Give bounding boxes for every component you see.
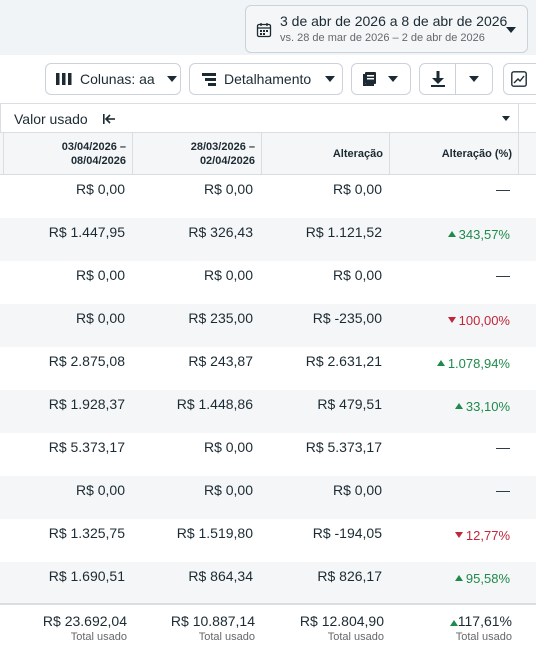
totals-row: R$ 23.692,04 Total usado R$ 10.887,14 To…: [0, 603, 536, 667]
cell-previous: R$ 0,00: [203, 181, 253, 197]
toolbar: Colunas: aa Detalhamento: [0, 55, 536, 103]
chevron-down-icon[interactable]: [502, 116, 510, 121]
cell-change-pct: —: [496, 267, 510, 283]
cell-current: R$ 0,00: [75, 310, 125, 326]
breakdown-icon: [202, 72, 216, 86]
column-header-change-pct[interactable]: Alteração (%): [389, 133, 518, 175]
cell-change: R$ 2.631,21: [305, 353, 382, 369]
columns-button[interactable]: Colunas: aa: [45, 63, 181, 95]
chevron-down-icon: [388, 76, 398, 82]
cell-change-pct: 100,00%: [447, 310, 510, 328]
cell-previous: R$ 1.519,80: [176, 525, 253, 541]
chevron-down-icon: [166, 76, 177, 82]
cell-change-pct: 1.078,94%: [436, 353, 510, 371]
chart-icon: [511, 71, 527, 87]
cell-previous: R$ 243,87: [188, 353, 253, 369]
cell-change: R$ -235,00: [312, 310, 382, 326]
column-group-header: Valor usado: [0, 103, 518, 133]
split-divider: [455, 64, 456, 94]
cell-previous: R$ 1.448,86: [176, 396, 253, 412]
cell-change-pct: —: [496, 181, 510, 197]
total-change: R$ 12.804,90 Total usado: [299, 613, 384, 643]
cell-change: R$ 0,00: [332, 267, 382, 283]
date-range-compare: vs. 28 de mar de 2026 – 2 de abr de 2026: [280, 32, 485, 44]
columns-label: Colunas: aa: [80, 71, 155, 87]
breakdown-button[interactable]: Detalhamento: [189, 63, 343, 95]
trend-down-icon: [447, 317, 456, 323]
trend-up-icon: [447, 231, 456, 237]
cell-change-pct: 33,10%: [454, 396, 510, 414]
cell-current: R$ 1.690,51: [48, 568, 125, 584]
cell-previous: R$ 326,43: [188, 224, 253, 240]
trend-up-icon: [454, 403, 463, 409]
chevron-down-icon: [506, 27, 516, 33]
total-current: R$ 23.692,04 Total usado: [42, 613, 127, 643]
reports-button[interactable]: [351, 63, 411, 95]
column-header-row: 03/04/2026 – 08/04/2026 28/03/2026 – 02/…: [0, 133, 536, 175]
cell-change-pct: 95,58%: [454, 568, 510, 586]
cell-change: R$ -194,05: [312, 525, 382, 541]
date-band: 3 de abr de 2026 a 8 de abr de 2026 vs. …: [0, 0, 536, 55]
cell-current: R$ 1.928,37: [48, 396, 125, 412]
cell-current: R$ 0,00: [75, 267, 125, 283]
table-body: R$ 0,00 R$ 0,00 R$ 0,00 — R$ 1.447,95 R$ 326,…: [0, 175, 536, 605]
table-row[interactable]: R$ 0,00 R$ 0,00 R$ 0,00 —: [0, 261, 536, 304]
download-icon: [431, 71, 445, 87]
table-row[interactable]: R$ 1.447,95 R$ 326,43 R$ 1.121,52 343,57%: [0, 218, 536, 261]
column-header-current[interactable]: 03/04/2026 – 08/04/2026: [3, 133, 132, 175]
cell-change: R$ 1.121,52: [305, 224, 382, 240]
chevron-down-icon: [325, 76, 336, 82]
cell-change-pct: —: [496, 482, 510, 498]
cell-current: R$ 5.373,17: [48, 439, 125, 455]
table-row[interactable]: R$ 0,00 R$ 0,00 R$ 0,00 —: [0, 175, 536, 218]
date-range-picker[interactable]: 3 de abr de 2026 a 8 de abr de 2026 vs. …: [245, 5, 528, 53]
total-previous: R$ 10.887,14 Total usado: [170, 613, 255, 643]
cell-change: R$ 0,00: [332, 181, 382, 197]
cell-previous: R$ 235,00: [188, 310, 253, 326]
cell-previous: R$ 0,00: [203, 267, 253, 283]
table-row[interactable]: R$ 0,00 R$ 0,00 R$ 0,00 —: [0, 476, 536, 519]
cell-current: R$ 0,00: [75, 181, 125, 197]
export-button[interactable]: [419, 63, 493, 95]
column-header-previous[interactable]: 28/03/2026 – 02/04/2026: [132, 133, 261, 175]
trend-up-icon: [449, 620, 458, 626]
cell-previous: R$ 864,34: [188, 568, 253, 584]
cell-change: R$ 826,17: [317, 568, 382, 584]
cell-previous: R$ 0,00: [203, 439, 253, 455]
cell-previous: R$ 0,00: [203, 482, 253, 498]
cell-change-pct: 343,57%: [447, 224, 510, 242]
column-header-next: [518, 133, 536, 175]
table-row[interactable]: R$ 5.373,17 R$ 0,00 R$ 5.373,17 —: [0, 433, 536, 476]
cell-change-pct: —: [496, 439, 510, 455]
table-row[interactable]: R$ 0,00 R$ 235,00 R$ -235,00 100,00%: [0, 304, 536, 347]
trend-down-icon: [454, 532, 463, 538]
cell-current: R$ 0,00: [75, 482, 125, 498]
next-group-edge: [518, 103, 536, 133]
trend-up-icon: [436, 360, 445, 366]
columns-icon: [56, 73, 72, 85]
column-group-title: Valor usado: [14, 111, 88, 127]
cell-change-pct: 12,77%: [454, 525, 510, 543]
table-row[interactable]: R$ 2.875,08 R$ 243,87 R$ 2.631,21 1.078,94%: [0, 347, 536, 390]
chart-button[interactable]: [503, 63, 536, 95]
table-row[interactable]: R$ 1.690,51 R$ 864,34 R$ 826,17 95,58%: [0, 562, 536, 605]
cell-current: R$ 2.875,08: [48, 353, 125, 369]
cell-current: R$ 1.447,95: [48, 224, 125, 240]
collapse-left-icon[interactable]: [102, 112, 116, 131]
cell-current: R$ 1.325,75: [48, 525, 125, 541]
trend-up-icon: [454, 575, 463, 581]
date-range-main: 3 de abr de 2026 a 8 de abr de 2026: [280, 13, 508, 29]
chevron-down-icon: [469, 76, 479, 82]
table-row[interactable]: R$ 1.928,37 R$ 1.448,86 R$ 479,51 33,10%: [0, 390, 536, 433]
table-row[interactable]: R$ 1.325,75 R$ 1.519,80 R$ -194,05 12,77%: [0, 519, 536, 562]
cell-change: R$ 0,00: [332, 482, 382, 498]
total-change-pct: 117,61% Total usado: [449, 613, 512, 643]
cell-change: R$ 479,51: [317, 396, 382, 412]
column-header-change[interactable]: Alteração: [261, 133, 389, 175]
reports-icon: [362, 71, 378, 87]
cell-change: R$ 5.373,17: [305, 439, 382, 455]
calendar-icon: [256, 23, 272, 38]
breakdown-label: Detalhamento: [224, 71, 312, 87]
